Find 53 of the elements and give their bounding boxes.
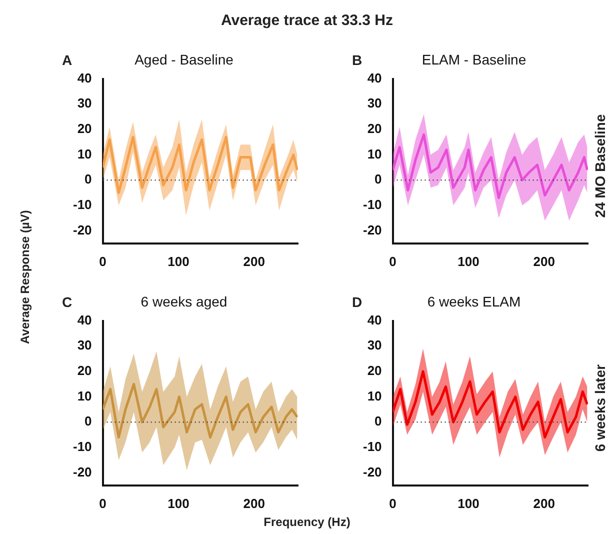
- x-axis-title: Frequency (Hz): [262, 515, 352, 529]
- y-tick-label: 10: [77, 146, 92, 162]
- x-tick-label: 0: [99, 254, 106, 269]
- y-tick-label: -20: [362, 222, 382, 238]
- x-tick-label: 200: [243, 254, 265, 269]
- y-tick-label: 40: [77, 312, 92, 328]
- text: B: [352, 52, 362, 68]
- y-tick-label: 30: [77, 338, 92, 353]
- y-tick-label: 40: [367, 312, 382, 328]
- y-tick-label: 20: [367, 363, 382, 378]
- text: A: [62, 52, 72, 68]
- y-tick-label: 30: [367, 338, 382, 353]
- chart-title: ELAM - Baseline: [422, 51, 526, 68]
- y-tick-label: 0: [84, 414, 92, 429]
- y-tick-label: 40: [77, 70, 92, 86]
- text: D: [352, 294, 362, 310]
- x-tick-label: 200: [533, 496, 555, 511]
- x-tick-label: 100: [458, 254, 480, 269]
- y-tick-label: -20: [72, 222, 92, 238]
- x-tick-label: 200: [243, 496, 265, 511]
- x-tick-label: 100: [458, 496, 480, 511]
- text: 24 MO Baseline: [592, 113, 608, 220]
- y-tick-label: -20: [72, 464, 92, 480]
- y-tick-label: 0: [84, 172, 92, 187]
- y-tick-label: -10: [362, 438, 382, 454]
- y-tick-label: 30: [77, 96, 92, 111]
- x-tick-label: 0: [389, 496, 396, 511]
- y-tick-label: -10: [72, 438, 92, 454]
- x-tick-label: 0: [99, 496, 106, 511]
- y-axis-title: Average Response (µV): [18, 209, 32, 346]
- text: C: [62, 294, 72, 310]
- y-tick-label: -10: [362, 196, 382, 212]
- y-tick-label: 0: [374, 172, 382, 187]
- y-tick-label: -10: [72, 196, 92, 212]
- y-tick-label: 10: [367, 388, 382, 404]
- y-tick-label: 40: [367, 70, 382, 86]
- y-tick-label: 10: [77, 388, 92, 404]
- chart-title: 6 weeks aged: [140, 293, 228, 310]
- y-tick-label: 20: [367, 121, 382, 136]
- y-tick-label: 0: [374, 414, 382, 429]
- y-tick-label: 10: [367, 146, 382, 162]
- y-tick-label: 20: [77, 363, 92, 378]
- x-tick-label: 100: [168, 254, 190, 269]
- y-tick-label: -20: [362, 464, 382, 480]
- x-tick-label: 200: [533, 254, 555, 269]
- x-tick-label: 0: [389, 254, 396, 269]
- y-tick-label: 30: [367, 96, 382, 111]
- y-tick-label: 20: [77, 121, 92, 136]
- text: 6 weeks later: [592, 363, 608, 454]
- x-tick-label: 100: [168, 496, 190, 511]
- text: Average trace at 33.3 Hz: [220, 12, 394, 29]
- chart-title: Aged - Baseline: [134, 51, 234, 68]
- chart-title: 6 weeks ELAM: [427, 293, 521, 310]
